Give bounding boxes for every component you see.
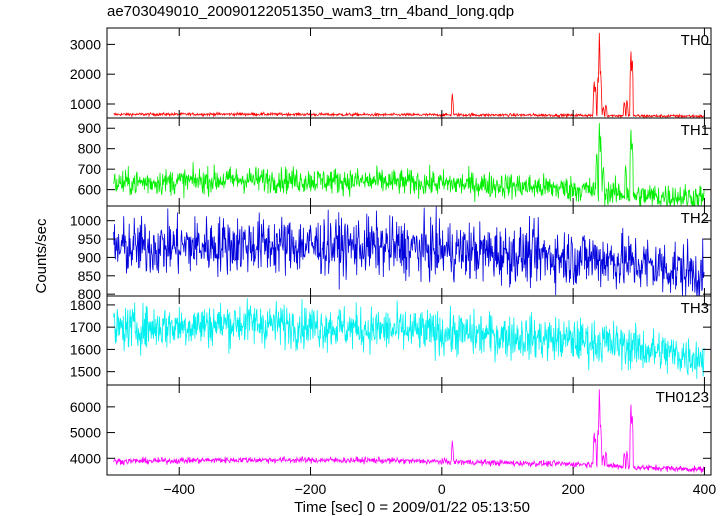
panel-label-th0: TH0 — [681, 32, 709, 49]
y-tick-label: 1700 — [70, 319, 101, 335]
y-tick-label: 5000 — [70, 425, 101, 441]
y-tick-label: 900 — [78, 249, 102, 265]
series-line-th3 — [113, 298, 705, 379]
y-tick-label: 600 — [78, 182, 102, 198]
y-axis-label: Counts/sec — [33, 218, 50, 294]
x-tick-label: −400 — [163, 481, 195, 497]
y-tick-label: 900 — [78, 120, 102, 136]
panels: 1000 2000 3000 TH0 600 700 800 900 TH1 800 850 900 9… — [70, 27, 712, 476]
panel-th2: 800 850 900 950 1000 TH2 — [70, 205, 712, 302]
y-tick-label: 850 — [78, 268, 102, 284]
panel-th0123: 4000 5000 6000 TH0123 — [70, 384, 712, 476]
panel-label-th3: TH3 — [681, 300, 709, 317]
x-tick-label: −200 — [295, 481, 327, 497]
y-tick-label: 700 — [78, 161, 102, 177]
x-axis: −400 −200 0 200 400 — [163, 481, 716, 497]
y-tick-label: 1500 — [70, 364, 101, 380]
y-tick-label: 1000 — [70, 213, 101, 229]
y-tick-label: 2000 — [70, 66, 101, 82]
panel-th0: 1000 2000 3000 TH0 — [70, 27, 712, 119]
y-tick-label: 1600 — [70, 341, 101, 357]
series-line-th2 — [113, 206, 705, 296]
series-line-th1 — [113, 122, 705, 207]
panel-label-th1: TH1 — [681, 122, 709, 139]
panel-label-th2: TH2 — [681, 210, 709, 227]
chart-title: ae703049010_20090122051350_wam3_trn_4ban… — [107, 3, 514, 20]
panel-frame — [106, 27, 712, 119]
series-line-th0 — [113, 32, 705, 119]
x-tick-label: 0 — [438, 481, 446, 497]
y-tick-label: 4000 — [70, 450, 101, 466]
x-tick-label: 200 — [561, 481, 585, 497]
y-tick-label: 3000 — [70, 36, 101, 52]
panel-th1: 600 700 800 900 TH1 — [78, 117, 712, 207]
x-tick-label: 400 — [693, 481, 717, 497]
y-tick-label: 800 — [78, 286, 102, 302]
y-tick-label: 1800 — [70, 297, 101, 313]
panel-frame — [106, 384, 712, 476]
y-tick-label: 800 — [78, 141, 102, 157]
series-line-th0123 — [113, 389, 705, 474]
y-tick-label: 6000 — [70, 399, 101, 415]
y-tick-label: 950 — [78, 231, 102, 247]
y-tick-label: 1000 — [70, 96, 101, 112]
panel-label-th0123: TH0123 — [656, 389, 709, 406]
x-axis-label: Time [sec] 0 = 2009/01/22 05:13:50 — [294, 499, 530, 516]
panel-th3: 1500 1600 1700 1800 TH3 — [70, 295, 712, 386]
